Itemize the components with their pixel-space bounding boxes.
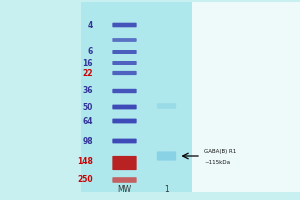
Text: 250: 250 (77, 176, 93, 184)
FancyBboxPatch shape (112, 23, 137, 27)
Text: 6: 6 (88, 47, 93, 56)
Text: ~115kDa: ~115kDa (204, 160, 230, 166)
Text: 98: 98 (82, 136, 93, 146)
Text: 16: 16 (82, 58, 93, 68)
Text: GABA(B) R1: GABA(B) R1 (204, 148, 236, 154)
FancyBboxPatch shape (112, 177, 137, 183)
FancyBboxPatch shape (112, 119, 137, 123)
Text: 4: 4 (88, 21, 93, 29)
FancyBboxPatch shape (112, 38, 137, 42)
Text: 50: 50 (82, 102, 93, 112)
FancyBboxPatch shape (112, 139, 137, 143)
Text: MW: MW (117, 184, 132, 194)
FancyBboxPatch shape (112, 61, 137, 65)
FancyBboxPatch shape (157, 103, 176, 109)
FancyBboxPatch shape (157, 151, 176, 161)
FancyBboxPatch shape (112, 156, 137, 170)
Text: 64: 64 (82, 116, 93, 126)
Text: 1: 1 (164, 184, 169, 194)
FancyBboxPatch shape (112, 71, 137, 75)
Text: 22: 22 (82, 68, 93, 77)
Text: 36: 36 (82, 86, 93, 95)
FancyBboxPatch shape (192, 2, 300, 192)
FancyBboxPatch shape (112, 105, 137, 109)
Text: 148: 148 (77, 158, 93, 166)
FancyBboxPatch shape (112, 89, 137, 93)
FancyBboxPatch shape (81, 2, 192, 192)
FancyBboxPatch shape (112, 50, 137, 54)
